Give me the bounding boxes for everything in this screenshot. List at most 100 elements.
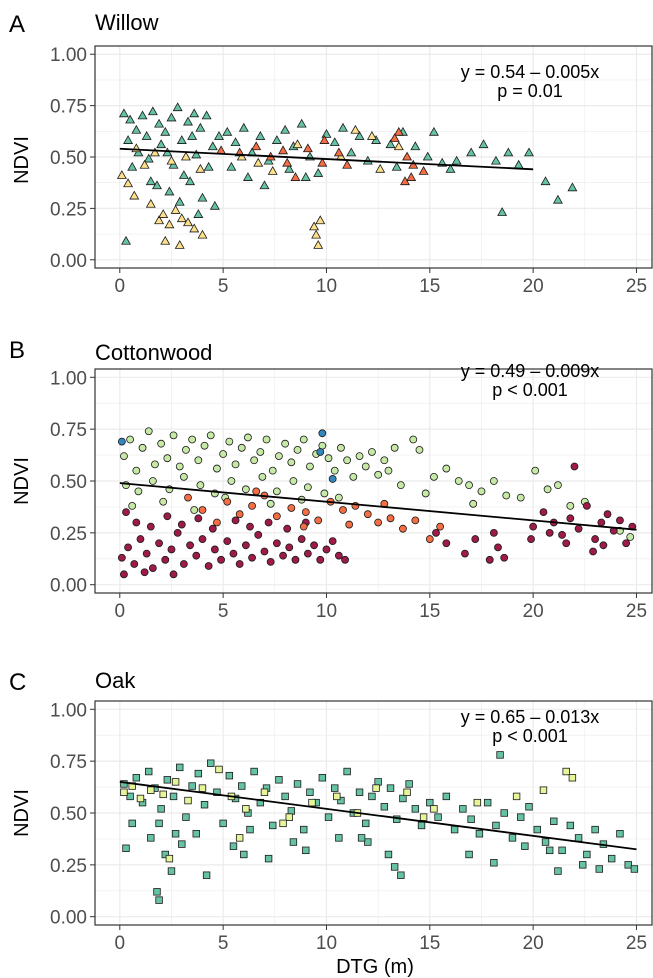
data-point <box>428 126 439 136</box>
data-point <box>318 774 327 782</box>
panel-b: B Cottonwood NDVI 0.00 0.25 0.50 0.75 1.00 0 5… <box>9 337 653 622</box>
panel-border <box>94 700 653 926</box>
data-point <box>562 767 570 776</box>
data-point <box>188 435 197 444</box>
data-point <box>616 516 624 525</box>
data-point <box>173 528 182 537</box>
data-point <box>374 778 382 786</box>
data-point <box>293 445 302 454</box>
data-point <box>364 838 372 846</box>
data-point <box>362 819 370 828</box>
data-point <box>264 854 273 863</box>
data-point <box>223 537 232 546</box>
data-point <box>196 481 205 490</box>
data-point <box>127 161 138 171</box>
data-point <box>432 528 440 537</box>
data-point <box>436 522 445 531</box>
data-point <box>311 229 322 239</box>
data-point <box>324 813 333 821</box>
data-point <box>349 472 358 481</box>
data-point <box>372 784 380 792</box>
data-point <box>445 163 456 173</box>
data-point <box>195 163 206 173</box>
x-tick-label: 0 <box>115 601 126 622</box>
data-point <box>134 487 143 496</box>
data-point <box>384 850 393 859</box>
data-point <box>508 834 517 842</box>
data-point <box>262 435 271 444</box>
data-point <box>244 433 252 442</box>
data-point <box>131 124 142 134</box>
data-point <box>158 209 169 218</box>
data-point <box>126 792 134 801</box>
y-tick-label: 1.00 <box>50 700 87 721</box>
data-point <box>301 508 310 517</box>
p-value-label: p < 0.001 <box>492 380 568 400</box>
data-point <box>264 518 273 527</box>
y-tick-label: 0.75 <box>50 97 87 118</box>
panel-a: A Willow NDVI 0.00 0.25 0.50 0.75 1.00 0 5 10 15… <box>9 10 653 297</box>
data-point <box>496 751 504 759</box>
data-point <box>178 170 189 179</box>
data-point <box>136 794 145 803</box>
data-point <box>374 518 383 527</box>
x-tick-label: 5 <box>218 601 229 622</box>
data-point <box>330 466 339 475</box>
data-point <box>186 541 194 550</box>
data-point <box>478 139 489 149</box>
data-point <box>334 493 343 502</box>
data-point <box>343 767 351 776</box>
data-point <box>316 555 325 564</box>
data-point <box>192 551 201 560</box>
data-point <box>192 830 200 838</box>
x-tick-label: 10 <box>316 276 337 297</box>
data-point <box>161 850 169 859</box>
data-point <box>337 796 345 805</box>
data-point <box>313 239 324 249</box>
equation-label: y = 0.49 – 0.009x <box>461 361 600 381</box>
data-point <box>284 163 295 173</box>
data-point <box>182 813 190 821</box>
data-point <box>595 865 603 873</box>
data-point <box>187 131 198 140</box>
data-point <box>219 819 227 828</box>
data-point <box>240 850 248 859</box>
data-point <box>386 514 395 523</box>
data-point <box>285 813 293 821</box>
data-point <box>242 805 250 813</box>
data-point <box>512 792 521 801</box>
data-point <box>182 445 190 454</box>
data-point <box>174 239 185 249</box>
x-tick-label: 15 <box>419 933 440 954</box>
data-point <box>350 124 361 134</box>
data-point <box>363 510 372 519</box>
y-tick-label: 0.50 <box>50 148 87 169</box>
data-point <box>591 825 599 834</box>
data-point <box>302 143 313 153</box>
data-point <box>562 539 571 548</box>
data-point <box>139 159 150 169</box>
data-point <box>260 547 269 556</box>
data-point <box>408 159 419 169</box>
data-point <box>333 147 344 157</box>
data-point <box>121 235 131 245</box>
data-point <box>545 846 554 855</box>
data-point <box>289 477 298 485</box>
x-tick-label: 25 <box>626 276 647 297</box>
data-point <box>169 431 178 440</box>
data-point <box>235 560 244 568</box>
data-point <box>300 825 308 834</box>
data-point <box>184 493 192 502</box>
data-point <box>215 765 223 774</box>
data-point <box>132 774 141 782</box>
data-point <box>543 485 552 494</box>
data-point <box>357 834 366 842</box>
data-point <box>189 108 200 118</box>
data-point <box>343 456 352 465</box>
data-point <box>450 825 459 834</box>
data-point <box>255 131 266 140</box>
x-tick-label: 0 <box>115 276 126 297</box>
data-point <box>140 568 149 577</box>
data-point <box>524 147 534 157</box>
data-point <box>393 126 404 136</box>
